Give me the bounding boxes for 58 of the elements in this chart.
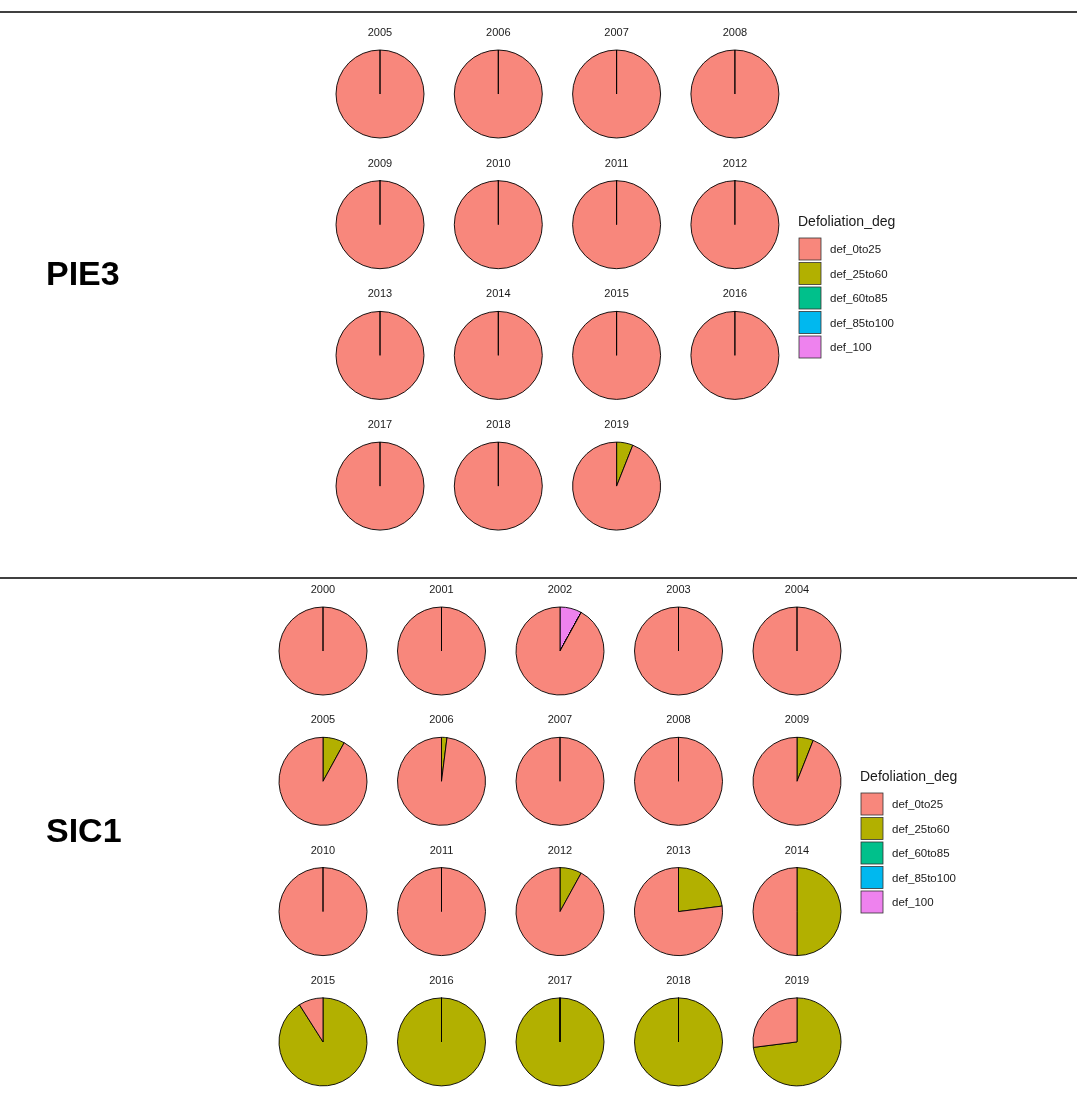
chart-title: 2017 [547,973,573,986]
legend-label: def_0to25 [830,243,882,255]
chart-title: 2011 [429,843,454,856]
pie-slice [515,867,605,957]
chart-title: 2010 [310,843,336,856]
chart-title: 2018 [666,973,691,986]
chart-title: 2019 [604,418,629,431]
chart-title: 2016 [429,973,454,986]
legend-label: def_25to60 [830,267,888,280]
pie-slice [752,736,842,826]
chart-title: 2008 [666,713,691,726]
legend-label: def_100 [892,896,934,908]
chart-title: 2002 [547,583,573,595]
chart-title: 2010 [486,156,511,169]
chart-title: 2005 [310,713,336,726]
chart-title: 2003 [666,583,691,595]
text: SIC1 [46,811,122,849]
chart-title: 2001 [429,583,454,595]
chart-title: 2018 [486,418,511,431]
chart-title: 2014 [486,287,511,300]
chart-title: 2000 [310,583,336,595]
chart-title: 2013 [666,843,691,856]
chart-title: 2014 [784,843,810,856]
chart-title: 2006 [486,26,511,38]
chart-title: 2019 [784,973,810,986]
chart-title: 2012 [547,843,573,856]
legend-title: Defoliation_deg [798,213,896,229]
pie-slice [397,736,486,826]
chart-title: 2007 [547,713,573,726]
legend-label: def_100 [830,341,872,353]
pie-slice [278,997,368,1087]
chart-title: 2015 [310,973,336,986]
chart-title: 2009 [367,156,393,169]
chart-title: 2005 [367,26,393,38]
legend-title: Defoliation_deg [860,768,958,784]
text: PIE3 [46,254,120,292]
pie-slice [634,867,723,957]
chart-title: 2009 [784,713,810,726]
legend-label: def_0to25 [892,798,944,810]
chart-title: 2008 [722,26,748,38]
pie-slice [752,997,842,1087]
chart-title: 2004 [784,583,810,595]
legend-label: def_60to85 [830,292,888,304]
legend-label: def_85to100 [892,871,956,884]
chart-title: 2007 [604,26,629,38]
pie-slice [572,441,662,531]
legend-label: def_25to60 [892,822,950,835]
chart-title: 2006 [429,713,454,726]
pie-slice [515,606,605,696]
chart-title: 2013 [367,287,393,300]
pie-slice [278,736,368,826]
chart-title: 2016 [722,287,748,300]
legend-label: def_60to85 [892,847,950,859]
chart-title: 2011 [604,156,629,169]
chart-title: 2015 [604,287,629,300]
chart-title: 2012 [722,156,748,169]
legend-label: def_85to100 [830,316,894,329]
chart-title: 2017 [367,418,393,431]
